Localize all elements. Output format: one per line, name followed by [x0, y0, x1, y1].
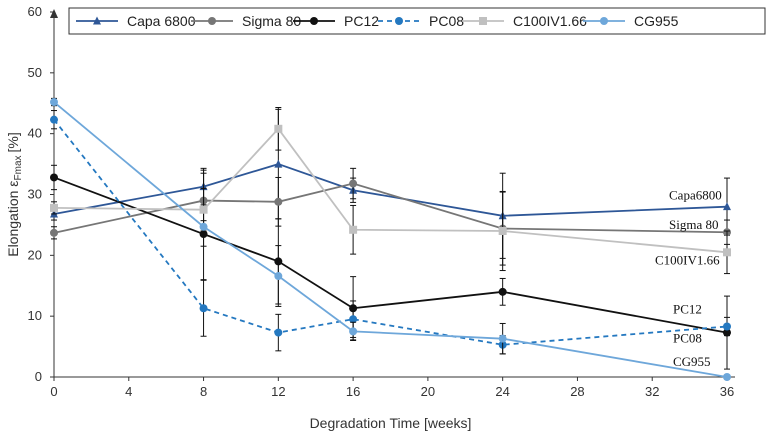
data-point: [274, 124, 283, 133]
data-point: [274, 159, 283, 168]
y-tick-label: 0: [35, 369, 42, 384]
data-point: [310, 17, 318, 25]
annotation-label: Sigma 80: [669, 217, 718, 232]
legend-label: Sigma 80: [242, 13, 301, 29]
legend-label: Capa 6800: [127, 13, 196, 29]
y-tick-label: 40: [28, 126, 42, 141]
series-line: [53, 163, 728, 217]
y-axis-title: Elongation εFmax [%]: [5, 132, 24, 257]
y-axis-title-sub: Fmax: [13, 155, 24, 180]
x-tick-label: 32: [645, 384, 659, 399]
x-tick-label: 36: [720, 384, 734, 399]
data-point: [93, 16, 101, 25]
data-point: [50, 173, 58, 182]
series-c100iv1-66: [50, 107, 731, 275]
x-axis-title: Degradation Time [weeks]: [310, 415, 472, 431]
x-tick-label: 12: [271, 384, 285, 399]
data-point: [349, 315, 358, 324]
data-point: [498, 227, 507, 235]
y-axis-title-main: Elongation ε: [5, 180, 21, 256]
legend-label: PC08: [429, 13, 464, 29]
data-point: [498, 334, 507, 343]
legend: Capa 6800 Sigma 80 PC12 PC08 C100IV1.66 CG955: [68, 7, 766, 35]
data-point: [50, 203, 58, 212]
series-line: [53, 182, 728, 234]
series-line: [53, 119, 728, 346]
x-tick-label: 4: [125, 384, 132, 399]
x-tick-label: 20: [421, 384, 435, 399]
y-tick-label: 60: [28, 4, 42, 19]
data-point: [479, 17, 487, 25]
y-tick-label: 10: [28, 308, 42, 323]
y-tick-label: 30: [28, 187, 42, 202]
data-point: [395, 17, 403, 25]
data-point: [349, 327, 358, 336]
series-pc08: [50, 110, 731, 355]
annotation-label: Capa6800: [669, 188, 722, 203]
data-point: [723, 373, 731, 381]
annotation-label: PC12: [673, 302, 702, 317]
y-axis-ticks: 0 10 20 30 40 50 60: [28, 4, 54, 384]
series-layer: [50, 97, 731, 381]
chart-axes: [50, 9, 735, 378]
data-point: [199, 304, 208, 313]
x-tick-label: 24: [495, 384, 509, 399]
y-tick-label: 50: [28, 65, 42, 80]
series-line: [53, 127, 728, 254]
x-axis-ticks: 0 4 8 12 16 20 24 28 32 36: [50, 377, 734, 399]
series-cg955: [50, 97, 731, 381]
data-point: [349, 225, 358, 234]
legend-label: C100IV1.66: [513, 13, 587, 29]
legend-label: PC12: [344, 13, 379, 29]
data-point: [274, 197, 283, 206]
y-axis-title-unit: [%]: [5, 132, 21, 152]
data-point: [349, 179, 358, 188]
annotation-label: C100IV1.66: [655, 252, 720, 267]
x-tick-label: 8: [200, 384, 207, 399]
annotation-label: PC08: [673, 331, 702, 346]
series-line: [53, 176, 728, 334]
y-axis-arrow: [50, 9, 58, 18]
data-point: [723, 322, 731, 331]
data-point: [208, 17, 216, 25]
data-point: [274, 272, 283, 281]
x-tick-label: 0: [50, 384, 57, 399]
y-tick-label: 20: [28, 247, 42, 262]
data-point: [50, 228, 58, 237]
data-point: [723, 248, 731, 257]
data-point: [498, 287, 507, 296]
annotation-label: CG955: [673, 354, 711, 369]
data-point: [199, 205, 208, 214]
data-point: [50, 98, 58, 107]
series-annotations: Capa6800 Sigma 80 C100IV1.66 PC12 PC08 CG955: [655, 188, 722, 369]
x-tick-label: 16: [346, 384, 360, 399]
series-pc12: [50, 164, 731, 370]
x-tick-label: 28: [570, 384, 584, 399]
legend-label: CG955: [634, 13, 679, 29]
data-point: [50, 115, 58, 124]
data-point: [199, 222, 208, 231]
data-point: [600, 17, 608, 25]
series-line: [53, 101, 728, 378]
data-point: [723, 202, 731, 211]
data-point: [274, 328, 283, 337]
